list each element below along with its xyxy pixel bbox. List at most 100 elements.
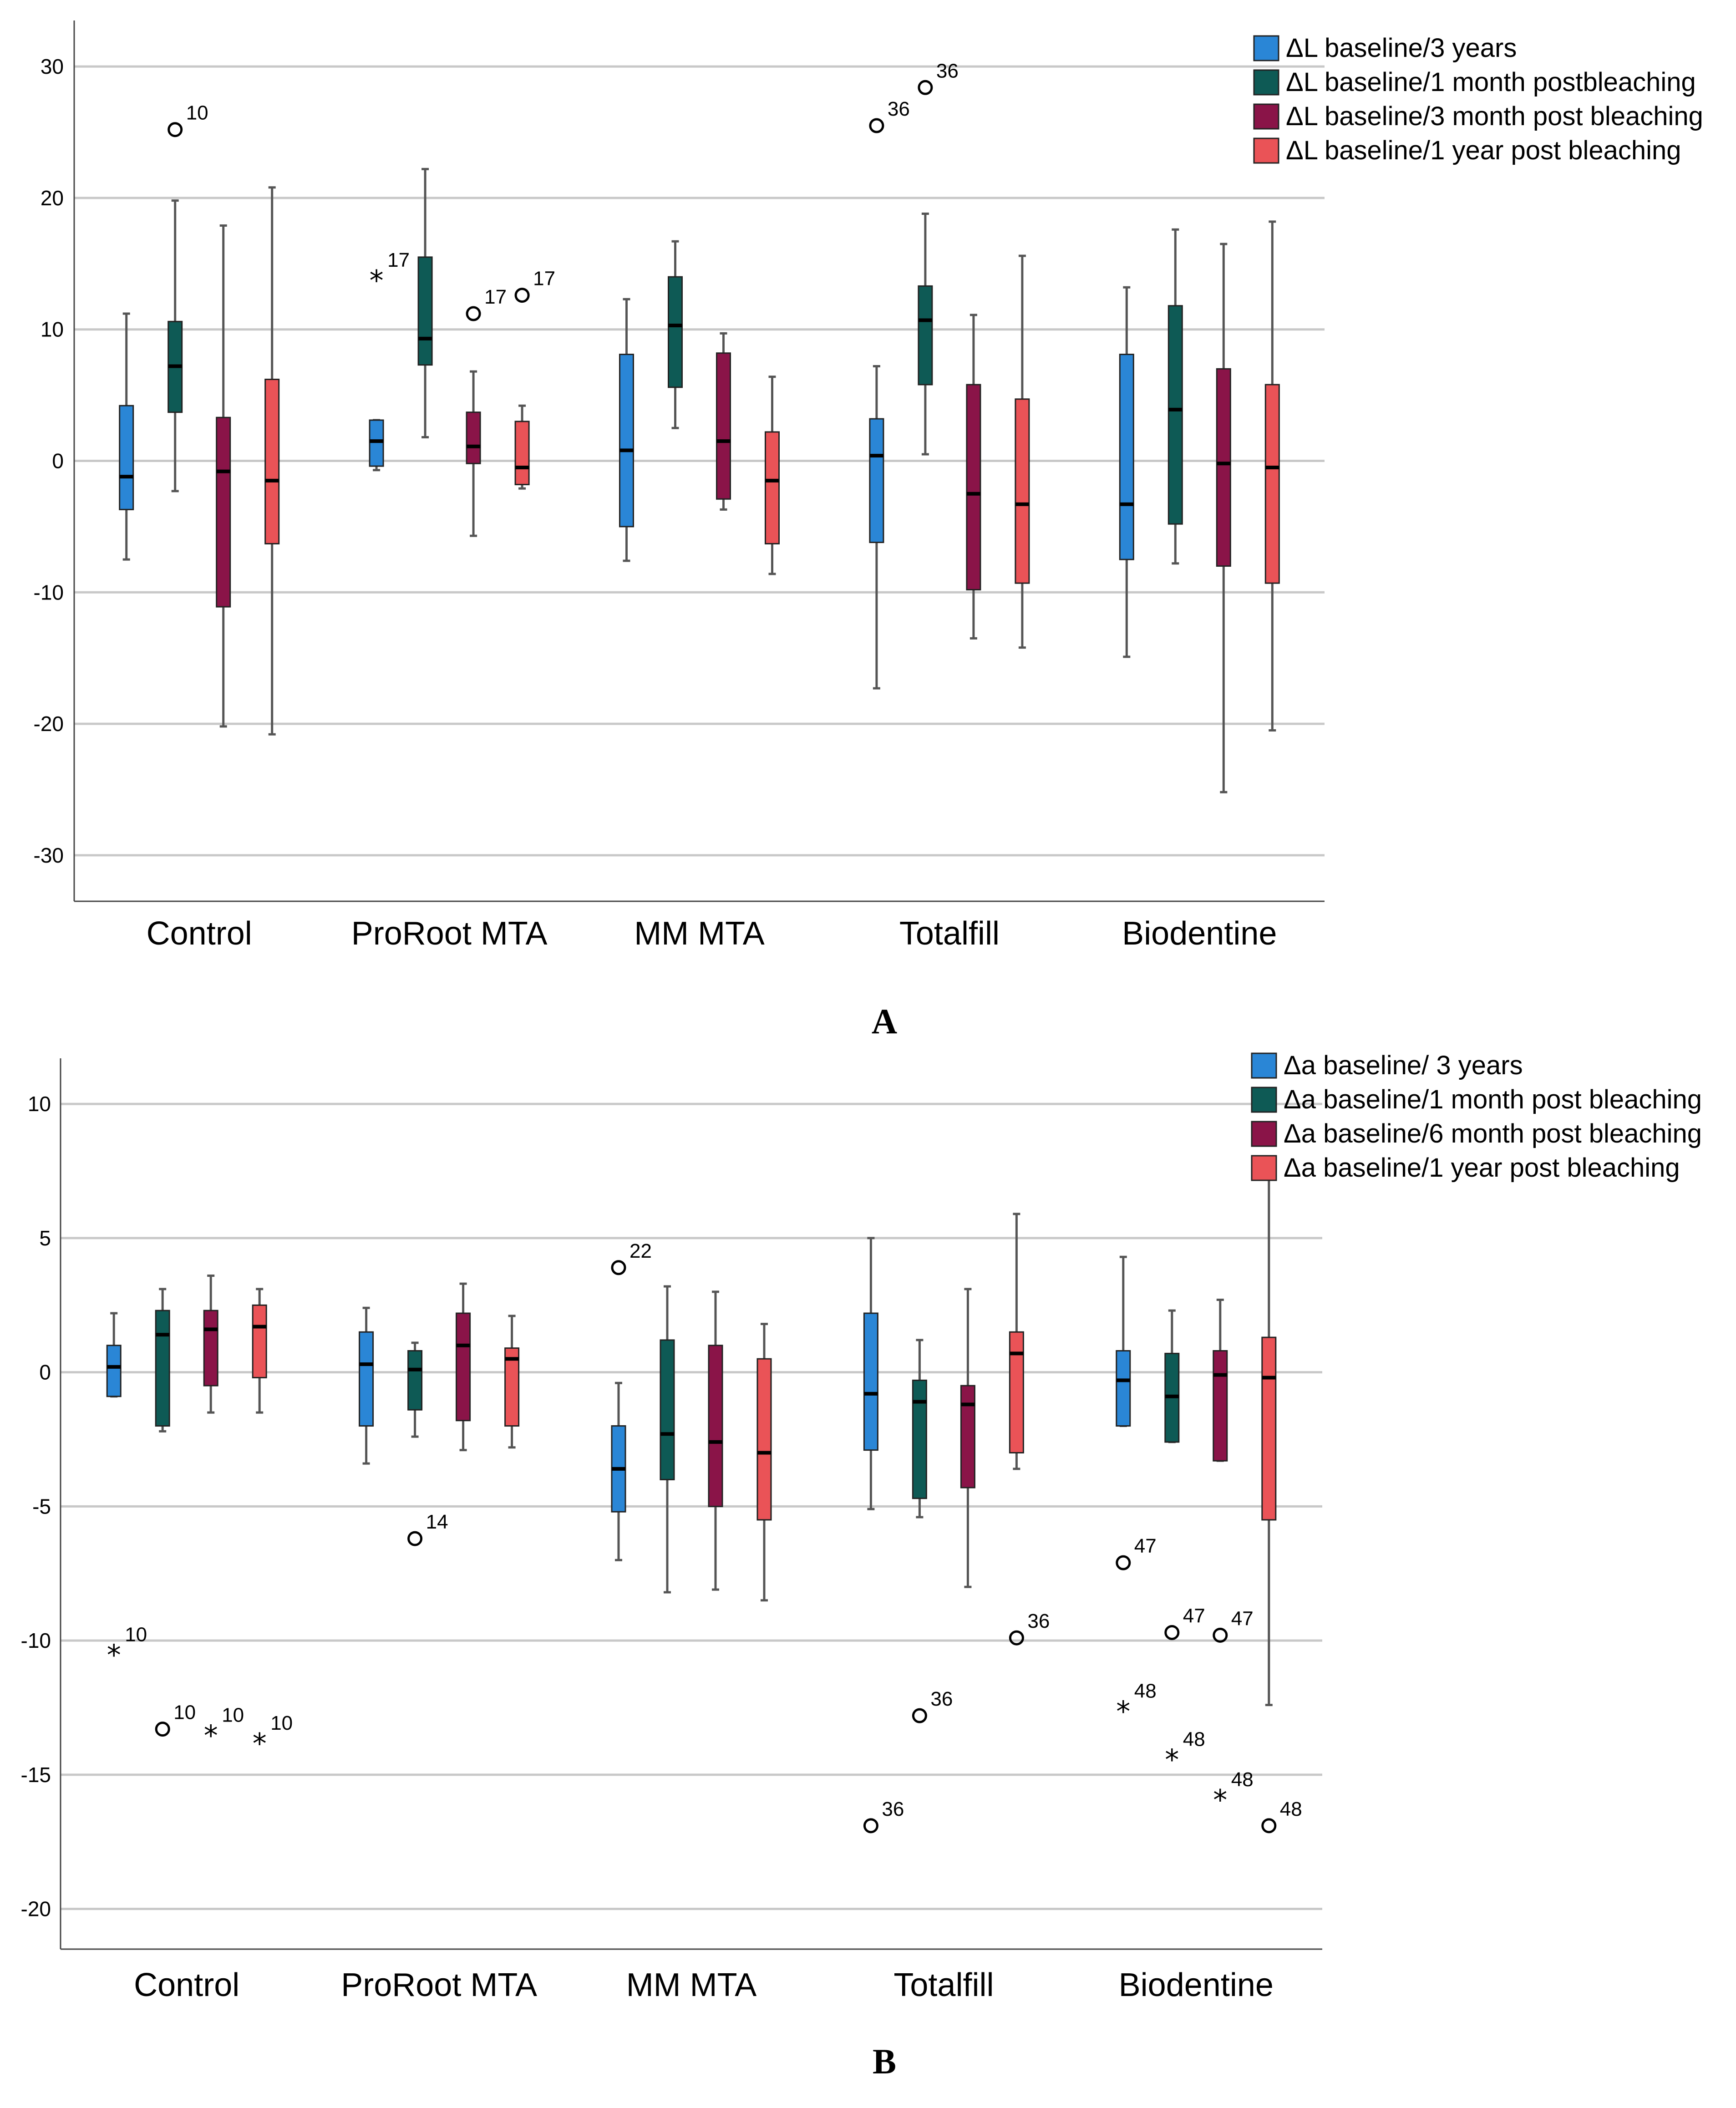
box-3-3	[716, 332, 731, 511]
box-body	[756, 1358, 772, 1521]
x-category-label: Totalfill	[899, 915, 1000, 952]
outlier-label: 22	[629, 1240, 652, 1262]
legend-swatch	[1253, 137, 1279, 164]
box-3-4	[765, 376, 780, 575]
legend-swatch	[1251, 1155, 1277, 1181]
chart-panel-a: 30 20 10 0 -10 -20 -30 Control ProRoot MTA MM MTA…	[34, 20, 1703, 1041]
box-body	[1116, 1350, 1131, 1427]
box-body	[1216, 368, 1231, 567]
x-category-label: Totalfill	[893, 1967, 994, 2003]
box-body	[1213, 1350, 1228, 1462]
box-2-1	[359, 1306, 374, 1465]
box-1-3	[203, 1274, 218, 1414]
box-3-4	[756, 1323, 772, 1602]
box-4-2	[912, 1339, 927, 1519]
y-tick-label: -30	[34, 843, 64, 867]
outlier-circle	[407, 1531, 423, 1546]
box-body	[203, 1310, 218, 1387]
legend-entry: ΔL baseline/3 years	[1286, 33, 1517, 63]
box-body	[417, 256, 433, 366]
box-1-1	[106, 1312, 122, 1398]
box-body	[369, 419, 384, 467]
outlier-label: 10	[222, 1704, 244, 1727]
legend-entry: Δa baseline/6 month post bleaching	[1284, 1119, 1702, 1148]
outlier-circle	[912, 1708, 927, 1723]
x-category-label: ProRoot MTA	[341, 1967, 537, 2003]
y-tick-label: 10	[41, 318, 64, 341]
chart-panel-b: 10 5 0 -5 -10 -15 -20 Control ProRoot MTA MM MTA T…	[21, 1051, 1702, 2081]
outlier-label: 36	[1027, 1610, 1050, 1632]
box-body	[1009, 1331, 1024, 1454]
outlier-label: 48	[1231, 1768, 1254, 1791]
box-2-3	[466, 370, 481, 537]
outlier-label: 36	[936, 60, 959, 82]
box-body	[252, 1304, 267, 1378]
box-body	[708, 1345, 723, 1507]
box-5-2	[1167, 228, 1183, 565]
outlier-circle	[1009, 1630, 1024, 1646]
y-tick-label: 5	[39, 1226, 51, 1250]
outlier-star: *	[204, 1719, 218, 1752]
y-tick-label: 0	[39, 1361, 51, 1384]
box-5-1	[1116, 1255, 1131, 1427]
legend-entry: Δa baseline/1 year post bleaching	[1284, 1153, 1680, 1183]
legend-swatch	[1251, 1052, 1277, 1079]
box-body	[1167, 305, 1183, 525]
box-1-4	[264, 186, 280, 736]
outlier-label: 48	[1280, 1798, 1302, 1820]
box-body	[456, 1312, 471, 1422]
box-body	[918, 285, 933, 386]
y-tick-label: 30	[41, 55, 64, 78]
box-body	[716, 352, 731, 500]
y-tick-label: -15	[21, 1763, 51, 1787]
box-body	[660, 1339, 675, 1480]
outlier-label: 47	[1183, 1605, 1205, 1627]
box-4-3	[966, 314, 981, 640]
box-1-1	[119, 312, 134, 561]
box-body	[1119, 354, 1134, 560]
outlier-circle	[918, 80, 933, 95]
outlier-label: 17	[533, 268, 555, 290]
box-body	[264, 378, 280, 544]
box-1-4	[252, 1288, 267, 1414]
box-2-4	[504, 1315, 520, 1449]
box-5-4	[1261, 1178, 1277, 1707]
box-3-1	[619, 298, 634, 562]
legend-entry: ΔL baseline/3 month post bleaching	[1286, 102, 1703, 131]
panel-label: A	[872, 1001, 897, 1041]
box-1-3	[216, 224, 231, 728]
outlier-circle	[611, 1260, 626, 1275]
y-tick-label: -5	[32, 1494, 51, 1518]
outlier-circle	[1261, 1818, 1277, 1834]
box-1-2	[155, 1288, 170, 1432]
legend-entry: Δa baseline/1 month post bleaching	[1284, 1085, 1702, 1114]
box-body	[106, 1345, 122, 1397]
box-5-3	[1216, 243, 1231, 793]
legend-swatch	[1253, 103, 1279, 130]
y-tick-label: -10	[34, 580, 64, 604]
outlier-circle	[1116, 1555, 1131, 1570]
box-4-2	[918, 213, 933, 456]
outlier-label: 36	[930, 1688, 953, 1710]
box-body	[668, 276, 683, 388]
box-body	[514, 421, 530, 485]
box-body	[216, 417, 231, 608]
outlier-circle	[168, 122, 183, 137]
outlier-circle	[155, 1722, 170, 1737]
outlier-circle	[466, 306, 481, 321]
outlier-star: *	[1116, 1695, 1130, 1728]
outlier-label: 48	[1183, 1728, 1205, 1751]
outlier-star: *	[1165, 1743, 1179, 1777]
y-tick-label: 0	[52, 449, 64, 473]
x-category-label: Control	[134, 1967, 239, 2003]
y-tick-label: -20	[21, 1897, 51, 1921]
outlier-circle	[1164, 1625, 1180, 1640]
legend-entry: ΔL baseline/1 month postbleaching	[1286, 67, 1696, 97]
box-body	[407, 1350, 423, 1411]
legend-entry: ΔL baseline/1 year post bleaching	[1286, 136, 1681, 165]
outlier-label: 10	[125, 1624, 147, 1646]
box-4-1	[863, 1237, 878, 1510]
box-4-3	[960, 1288, 975, 1588]
outlier-label: 14	[426, 1511, 448, 1533]
